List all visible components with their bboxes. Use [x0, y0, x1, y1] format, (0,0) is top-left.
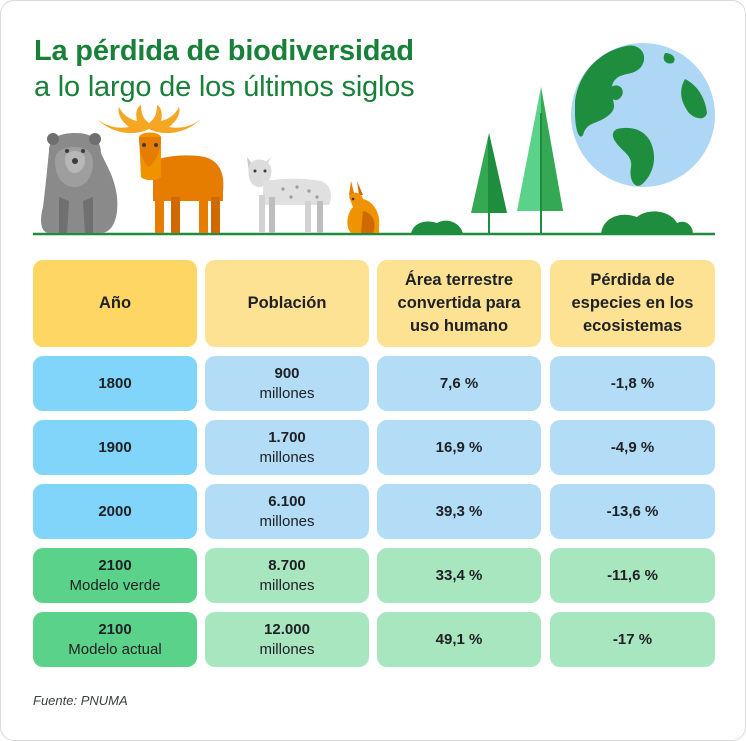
row-2000-land: 39,3 %	[377, 484, 541, 539]
header-land-use-line-3: uso humano	[409, 317, 509, 335]
header-population-label: Población	[247, 294, 327, 312]
row-2100-green-land: 33,4 %	[377, 548, 541, 603]
header-year-label: Año	[98, 294, 132, 312]
population-value: 1.700	[268, 428, 306, 446]
model-label: Modelo verde	[69, 576, 161, 594]
population-value: 900	[274, 364, 300, 382]
row-1900-population: 1.700 millones	[205, 420, 369, 475]
row-2100-current-population: 12.000 millones	[205, 612, 369, 667]
model-label: Modelo actual	[68, 640, 162, 658]
land-value: 33,4 %	[435, 566, 483, 584]
hare-icon	[347, 181, 380, 233]
year-label: 2100	[98, 620, 132, 638]
population-value: 6.100	[268, 492, 306, 510]
row-2100-green-loss: -11,6 %	[550, 548, 715, 603]
row-2100-current-land: 49,1 %	[377, 612, 541, 667]
land-value: 39,3 %	[435, 502, 483, 520]
lynx-icon	[247, 157, 331, 233]
loss-value: -4,9 %	[610, 438, 655, 456]
loss-value: -17 %	[612, 630, 653, 648]
year-label: 2100	[98, 556, 132, 574]
illustration	[33, 43, 715, 236]
row-2100-green-year: 2100 Modelo verde	[33, 548, 197, 603]
population-unit: millones	[259, 448, 315, 466]
row-1900-year: 1900	[33, 420, 197, 475]
globe-icon	[571, 43, 715, 187]
land-value: 16,9 %	[435, 438, 483, 456]
row-2000-loss: -13,6 %	[550, 484, 715, 539]
header-species-loss-line-3: ecosistemas	[582, 317, 683, 335]
bear-icon	[41, 133, 118, 233]
title-line-2: a lo largo de los últimos siglos	[34, 71, 415, 103]
header-species-loss: Pérdida de especies en los ecosistemas	[550, 260, 715, 347]
row-1900-land: 16,9 %	[377, 420, 541, 475]
row-1800-loss: -1,8 %	[550, 356, 715, 411]
source-note: Fuente: PNUMA	[33, 693, 128, 708]
row-1900-loss: -4,9 %	[550, 420, 715, 475]
header-land-use-line-2: convertida para	[397, 294, 521, 312]
population-value: 12.000	[264, 620, 310, 638]
header-species-loss-line-2: especies en los	[571, 294, 694, 312]
row-1800-population: 900 millones	[205, 356, 369, 411]
header-population: Población	[205, 260, 369, 347]
land-value: 7,6 %	[439, 374, 479, 392]
row-1800-year: 1800	[33, 356, 197, 411]
population-unit: millones	[259, 576, 315, 594]
header-land-use-line-1: Área terrestre	[404, 271, 514, 289]
header-year: Año	[33, 260, 197, 347]
row-2000-year: 2000	[33, 484, 197, 539]
pine-tree-icon	[471, 87, 563, 233]
population-unit: millones	[259, 512, 315, 530]
population-unit: millones	[259, 640, 315, 658]
year-label: 1900	[98, 438, 132, 456]
title-line-1: La pérdida de biodiversidad	[34, 35, 414, 67]
population-value: 8.700	[268, 556, 306, 574]
loss-value: -11,6 %	[607, 566, 658, 584]
loss-value: -1,8 %	[610, 374, 655, 392]
row-2100-current-year: 2100 Modelo actual	[33, 612, 197, 667]
row-2100-current-loss: -17 %	[550, 612, 715, 667]
row-2100-green-population: 8.700 millones	[205, 548, 369, 603]
land-value: 49,1 %	[435, 630, 483, 648]
row-2000-population: 6.100 millones	[205, 484, 369, 539]
year-label: 2000	[98, 502, 132, 520]
header-species-loss-line-1: Pérdida de	[590, 271, 675, 289]
bush-icon	[411, 211, 693, 234]
row-1800-land: 7,6 %	[377, 356, 541, 411]
population-unit: millones	[259, 384, 315, 402]
year-label: 1800	[98, 374, 132, 392]
loss-value: -13,6 %	[606, 502, 659, 520]
moose-icon	[97, 105, 224, 233]
header-land-use: Área terrestre convertida para uso human…	[377, 260, 541, 347]
